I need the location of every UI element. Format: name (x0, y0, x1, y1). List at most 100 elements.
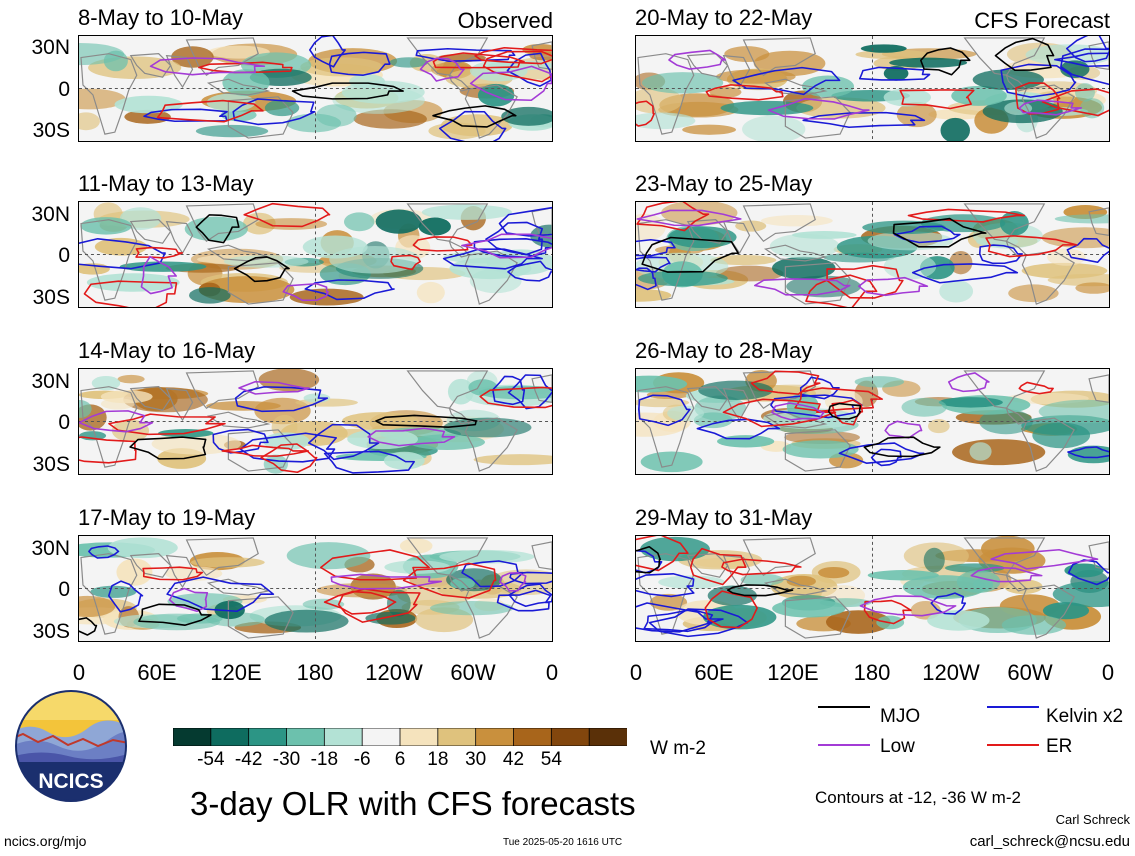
olr-anomaly-shade (133, 613, 221, 631)
coastline (1005, 574, 1028, 592)
coastline (1021, 584, 1075, 639)
author-email[interactable]: carl_schreck@ncsu.edu (969, 833, 1130, 850)
olr-anomaly-shade (724, 46, 770, 63)
colorbar-swatch (172, 727, 212, 747)
wave-contour (166, 576, 275, 613)
wave-contour (870, 448, 902, 467)
olr-anomaly-shade (329, 246, 421, 274)
olr-anomaly-shade (1041, 227, 1109, 249)
wave-contour (732, 66, 841, 96)
olr-anomaly-shade (468, 379, 498, 396)
wave-contour (506, 52, 552, 87)
coastline (129, 53, 172, 78)
lat-tick-label: 30S (32, 286, 70, 309)
wave-contour (919, 47, 971, 76)
panel-title: 20-May to 22-May (635, 5, 813, 30)
wave-contour (636, 209, 742, 227)
wave-contour (309, 36, 346, 68)
olr-anomaly-shade (637, 270, 728, 287)
lat-tick-label: 30N (31, 36, 70, 59)
colorbar-swatch (323, 727, 364, 747)
wave-contour (156, 99, 264, 123)
colorbar-tick-label: -30 (272, 749, 301, 770)
olr-anomaly-shade (772, 256, 836, 280)
wave-contour (1065, 36, 1109, 63)
olr-anomaly-shade (709, 86, 742, 98)
wave-contour (198, 61, 293, 74)
wave-contour (863, 436, 941, 458)
contour-layer (637, 370, 1109, 467)
wave-contour (238, 380, 310, 395)
olr-anomaly-shade (939, 279, 974, 303)
olr-anomaly-shade (103, 50, 128, 72)
site-link[interactable]: ncics.org/mjo (4, 833, 87, 849)
colorbar-tick-label: 18 (427, 749, 449, 770)
coastline (165, 387, 194, 422)
olr-anomaly-shade (862, 220, 946, 235)
coastline (80, 553, 138, 635)
legend-line-kelvin (987, 706, 1039, 708)
wave-contour (509, 571, 552, 585)
lat-tick-label: 0 (58, 244, 70, 267)
olr-anomaly-shade (375, 209, 422, 234)
colorbar-tick-label: 30 (465, 749, 487, 770)
coastline (531, 541, 552, 570)
lon-tick-label: 120W (365, 660, 423, 685)
olr-map-panel (78, 535, 553, 642)
coastline (722, 220, 751, 255)
olr-shading-layer (79, 202, 552, 306)
wave-contour (637, 394, 691, 427)
coastline (1088, 41, 1109, 70)
colorbar-tick-label: -42 (234, 749, 263, 770)
olr-anomaly-shade (421, 204, 512, 220)
wave-contour (507, 260, 552, 282)
wave-contour (469, 65, 552, 102)
olr-anomaly-shade (1052, 581, 1109, 608)
coastline (406, 203, 489, 242)
wave-contour (1041, 88, 1109, 117)
wave-contour (291, 82, 404, 100)
coastline-layer (80, 370, 552, 472)
olr-anomaly-shade (896, 102, 937, 128)
legend-label-low: Low (880, 736, 915, 757)
wave-contour (930, 592, 967, 615)
colorbar-tick-label: -18 (310, 749, 339, 770)
olr-anomaly-shade (784, 430, 860, 444)
olr-anomaly-shade (79, 88, 126, 110)
olr-anomaly-shade (190, 557, 265, 568)
coastline (1088, 207, 1109, 236)
olr-anomaly-shade (649, 593, 688, 611)
lat-tick-label: 30S (32, 453, 70, 476)
logo-text: NCICS (38, 770, 103, 793)
wave-contour (508, 583, 552, 608)
olr-anomaly-shade (769, 233, 840, 259)
lon-tick-label: 0 (72, 660, 86, 685)
wave-contour (496, 589, 552, 612)
lat-tick-label: 0 (58, 411, 70, 434)
lat-tick-label: 30S (32, 620, 70, 643)
olr-anomaly-shade (353, 109, 427, 129)
olr-anomaly-shade (100, 390, 153, 404)
wave-contour (636, 100, 656, 127)
coastline (227, 262, 294, 305)
olr-anomaly-shade (682, 124, 736, 135)
colorbar-swatch (361, 727, 401, 747)
contour-layer (636, 36, 1109, 129)
panel-title: 26-May to 28-May (635, 338, 813, 363)
lat-tick-label: 0 (58, 78, 70, 101)
coastline (406, 37, 489, 76)
coastline (448, 574, 471, 592)
coastline (206, 411, 271, 429)
wave-contour (636, 546, 661, 574)
olr-anomaly-shade (255, 218, 328, 230)
olr-anomaly-shade (636, 112, 696, 130)
lon-tick-label: 180 (296, 660, 334, 685)
wave-contour (107, 580, 144, 613)
coastline (80, 386, 138, 468)
wave-contour (304, 279, 395, 301)
olr-anomaly-shade (1001, 615, 1067, 635)
olr-anomaly-shade (720, 100, 814, 116)
coastline (406, 370, 489, 409)
lon-tick-label: 60W (450, 660, 496, 685)
olr-anomaly-shade (640, 451, 703, 473)
